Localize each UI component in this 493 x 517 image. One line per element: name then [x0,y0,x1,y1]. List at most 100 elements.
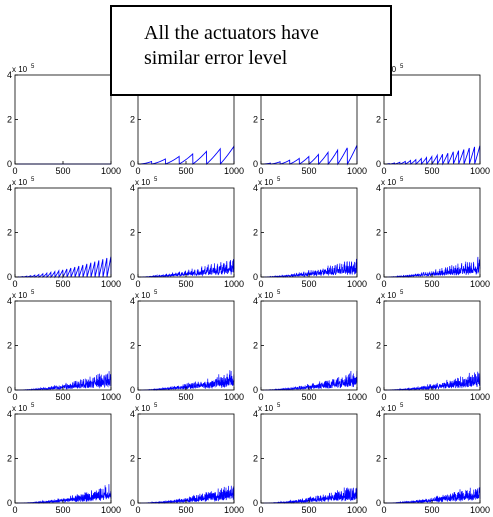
y-exponent-label: x 10 [135,404,151,413]
y-exponent-power: 5 [31,290,35,296]
y-tick-label: 2 [376,341,381,351]
y-tick-label: 4 [253,409,258,419]
x-tick-label: 500 [301,505,316,515]
panel-9: 0 2 4 0 500 1000 x 10 5 [7,290,121,402]
x-tick-label: 500 [424,392,439,402]
axes-box [137,300,235,391]
x-tick-label: 500 [55,505,70,515]
y-tick-label: 2 [130,115,135,125]
y-tick-label: 4 [7,70,12,80]
y-tick-label: 0 [130,385,135,395]
annotation-line-1: All the actuators have [144,22,319,44]
y-exponent-power: 5 [154,290,158,296]
y-tick-label: 2 [253,341,258,351]
axes-box [14,74,112,165]
x-tick-label: 0 [381,166,386,176]
x-tick-label: 1000 [101,505,121,515]
panel-6: 0 2 4 0 500 1000 x 10 5 [130,177,244,289]
y-exponent-label: x 10 [258,178,274,187]
panel-10: 0 2 4 0 500 1000 x 10 5 [130,290,244,402]
x-tick-label: 1000 [470,279,490,289]
series-line [384,256,481,278]
x-tick-label: 1000 [347,505,367,515]
x-tick-label: 1000 [470,505,490,515]
axes-box [383,413,481,504]
axes-box [383,300,481,391]
x-tick-label: 500 [178,279,193,289]
y-exponent-power: 5 [400,64,404,70]
x-tick-label: 1000 [224,505,244,515]
axes-box [260,300,358,391]
x-tick-label: 0 [381,505,386,515]
x-tick-label: 500 [178,166,193,176]
y-tick-label: 0 [376,272,381,282]
panel-1: 0 2 4 0 500 1000 x 10 5 [7,64,121,176]
y-tick-label: 0 [376,385,381,395]
x-tick-label: 1000 [101,279,121,289]
y-exponent-power: 5 [277,290,281,296]
panel-14: 0 2 4 0 500 1000 x 10 5 [130,403,244,515]
y-tick-label: 4 [253,183,258,193]
y-exponent-label: x 10 [258,404,274,413]
y-tick-label: 2 [7,115,12,125]
y-tick-label: 2 [376,454,381,464]
y-tick-label: 4 [376,296,381,306]
x-tick-label: 1000 [224,392,244,402]
y-exponent-label: x 10 [12,291,28,300]
x-tick-label: 500 [178,505,193,515]
y-tick-label: 4 [7,409,12,419]
x-tick-label: 500 [424,166,439,176]
x-tick-label: 1000 [470,166,490,176]
axes-box [14,187,112,278]
x-tick-label: 500 [178,392,193,402]
y-tick-label: 2 [253,115,258,125]
x-tick-label: 0 [135,279,140,289]
y-exponent-label: x 10 [381,291,397,300]
axes-box [260,413,358,504]
x-tick-label: 500 [301,166,316,176]
x-tick-label: 500 [55,279,70,289]
x-tick-label: 500 [55,392,70,402]
panel-12: 0 2 4 0 500 1000 x 10 5 [376,290,490,402]
y-exponent-power: 5 [31,403,35,409]
series-line [138,145,235,166]
y-exponent-power: 5 [31,64,35,70]
x-tick-label: 0 [381,392,386,402]
y-tick-label: 0 [7,272,12,282]
y-tick-label: 4 [376,409,381,419]
annotation-callout: All the actuators have similar error lev… [110,5,392,96]
y-tick-label: 2 [376,115,381,125]
y-tick-label: 0 [253,159,258,169]
x-tick-label: 1000 [224,279,244,289]
x-tick-label: 500 [424,279,439,289]
x-tick-label: 0 [258,392,263,402]
y-tick-label: 0 [253,272,258,282]
x-tick-label: 0 [258,279,263,289]
y-exponent-label: x 10 [381,404,397,413]
axes-box [137,413,235,504]
x-tick-label: 0 [258,166,263,176]
x-tick-label: 1000 [224,166,244,176]
y-exponent-label: x 10 [135,291,151,300]
x-tick-label: 1000 [470,392,490,402]
y-exponent-label: x 10 [381,178,397,187]
y-tick-label: 0 [7,159,12,169]
x-tick-label: 0 [12,166,17,176]
y-tick-label: 0 [253,385,258,395]
y-tick-label: 2 [7,341,12,351]
x-tick-label: 0 [135,392,140,402]
panel-7: 0 2 4 0 500 1000 x 10 5 [253,177,367,289]
y-tick-label: 4 [7,183,12,193]
y-tick-label: 2 [253,454,258,464]
y-exponent-power: 5 [154,177,158,183]
series-line [15,256,112,279]
y-tick-label: 0 [253,498,258,508]
x-tick-label: 500 [301,279,316,289]
y-tick-label: 0 [130,159,135,169]
y-tick-label: 2 [7,228,12,238]
y-exponent-power: 5 [400,177,404,183]
y-exponent-power: 5 [277,177,281,183]
y-tick-label: 4 [130,183,135,193]
x-tick-label: 0 [258,505,263,515]
y-tick-label: 4 [253,296,258,306]
